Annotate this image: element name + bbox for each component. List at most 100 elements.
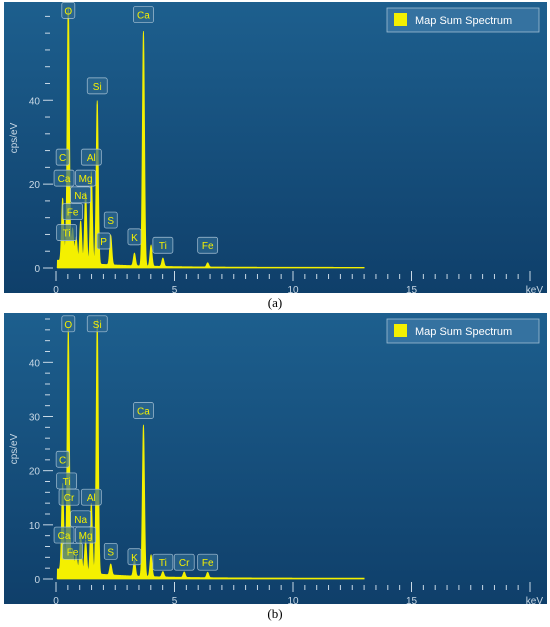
spectrum-series [56,7,365,269]
element-label-text: Cr [179,558,190,569]
element-label-box [152,236,174,254]
element-label-text: Al [87,153,96,164]
element-label-text: O [64,320,72,331]
legend: Map Sum Spectrum [386,318,540,344]
element-label-text: Fe [202,241,214,252]
element-label: P [96,232,111,250]
element-label-text: K [131,233,138,244]
element-label-text: Mg [79,174,93,185]
element-label-text: Fe [202,558,214,569]
element-label: Ca [133,402,154,419]
element-label-text: Al [87,493,96,504]
element-label: Fe [62,542,83,560]
element-label-text: P [100,237,107,248]
y-axis-label: cps/eV [9,122,20,153]
element-label: Fe [62,203,83,221]
element-label-box [56,224,78,241]
element-label: Ca [53,169,75,187]
y-tick-label: 10 [29,521,41,532]
element-label-text: Ca [58,174,71,185]
caption-b: (b) [267,606,283,621]
x-tick-label: 15 [406,285,418,293]
caption-a: (a) [267,295,283,310]
element-label-text: C [59,153,66,164]
spectrum-chart-a: 0 5 10 15 keV 0 20 40 cps/eV O Ca Si C Al Ca Mg Na Fe S Ti K… [4,2,547,293]
element-label-text: Si [93,82,102,93]
element-label-box [58,488,80,506]
element-label-text: Ca [137,11,150,22]
element-label-text: Ca [137,407,150,418]
element-label-box [70,186,91,204]
element-label-text: Si [93,320,102,331]
y-tick-label: 0 [34,264,40,275]
y-tick-label: 30 [29,413,41,424]
element-label-text: O [64,6,72,17]
x-tick-label: 10 [287,285,299,293]
element-label-text: S [107,547,114,558]
y-tick-label: 20 [29,467,41,478]
element-label-text: S [107,216,114,227]
element-label: O [61,315,76,333]
element-label-text: Ti [63,477,71,488]
y-tick-label: 40 [29,96,41,107]
element-label-text: Fe [67,547,79,558]
legend-swatch [394,13,407,26]
element-label-text: K [131,553,138,564]
element-label-box [55,148,70,166]
element-label: Si [86,315,108,333]
element-label: Ca [53,526,75,544]
element-label: Fe [197,553,219,571]
element-label-text: C [59,455,66,466]
element-label-text: Ca [58,531,71,542]
spectrum-series [56,319,365,580]
element-label: Al [80,148,102,166]
element-label-box [103,211,118,229]
x-tick-label: 5 [172,285,178,293]
element-label-text: Cr [64,493,75,504]
element-label: S [103,211,118,229]
element-label: O [61,2,76,19]
spectrum-chart-b: 0 5 10 15 keV 0 10 20 30 40 cps/eV O Si Ca C Ti Cr Al Na Ca… [4,313,547,604]
element-label-text: Ti [63,229,71,240]
x-tick-label: 0 [53,596,59,604]
element-label: Mg [75,526,96,544]
element-label-box [61,2,76,19]
element-label-text: Na [74,191,87,202]
element-label-box [127,228,142,246]
element-label: K [127,548,142,566]
element-label-box [197,553,219,571]
element-label-box [62,542,83,560]
x-tick-label: 5 [172,596,178,604]
x-axis-label: keV [526,285,544,293]
spectrum-svg-a: 0 5 10 15 keV 0 20 40 cps/eV O Ca Si C Al Ca Mg Na Fe S Ti K… [4,2,547,293]
x-tick-label: 15 [406,596,418,604]
element-label-box [103,542,118,560]
legend: Map Sum Spectrum [386,7,540,33]
element-label-box [55,450,70,468]
element-label: S [103,542,118,560]
element-label-box [173,553,195,571]
y-tick-label: 20 [29,180,41,191]
element-label-box [62,203,83,221]
element-label: Ti [56,472,78,490]
element-label: Cr [58,488,80,506]
element-label-text: Mg [79,531,93,542]
element-label: Na [70,510,91,528]
element-label-text: Fe [67,208,79,219]
x-axis-label: keV [526,596,544,604]
element-label: Si [86,77,108,95]
legend-box [386,7,540,33]
element-label-text: Ti [159,241,167,252]
element-label-box [86,77,108,95]
element-label: Ti [152,553,174,571]
element-label-box [80,488,102,506]
element-label-box [75,169,96,187]
element-label: C [55,450,70,468]
element-label-box [152,553,174,571]
element-label-text: Ti [159,558,167,569]
element-label-box [53,169,75,187]
element-label-box [96,232,111,250]
legend-box [386,318,540,344]
y-tick-label: 40 [29,358,41,369]
